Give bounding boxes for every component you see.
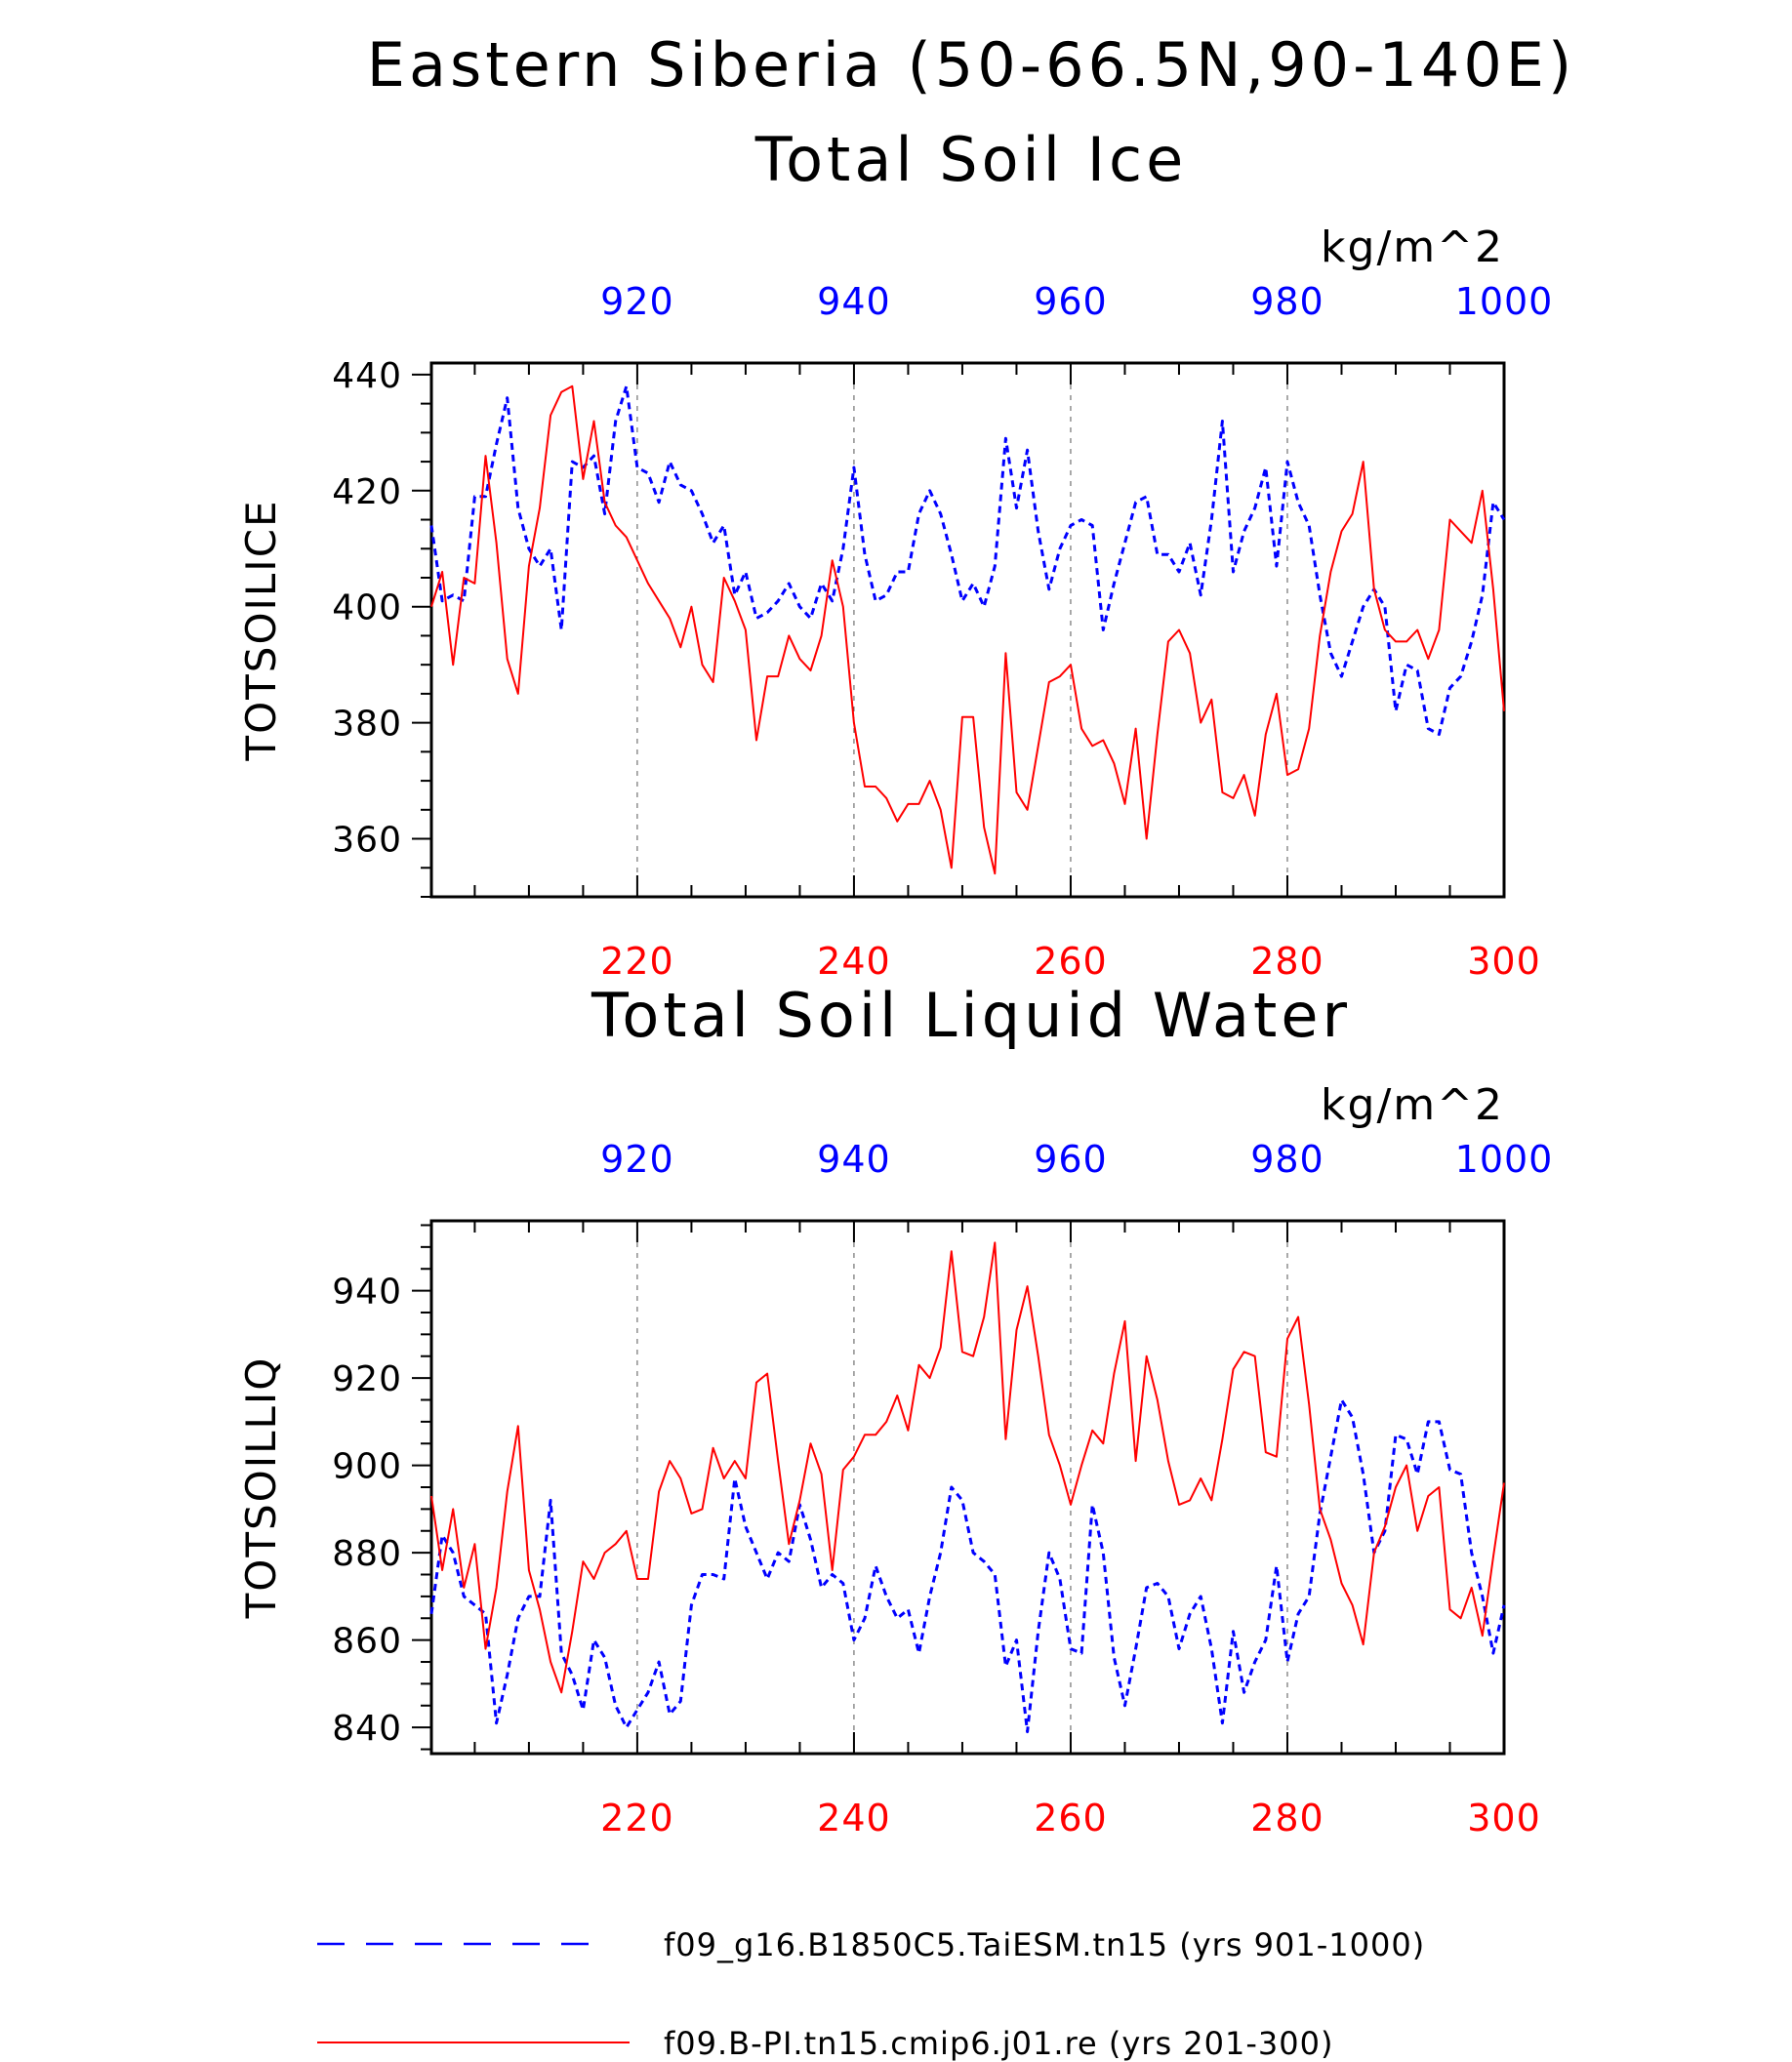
soil-liquid-panel: Total Soil Liquid Water kg/m^2 840 860 880 90…	[237, 980, 1554, 1840]
x-top-tick-label: 960	[1034, 1138, 1108, 1181]
x-top-tick-label: 980	[1250, 1138, 1324, 1181]
x-bottom-tick-label: 220	[600, 940, 674, 983]
series-line-red-solid	[430, 384, 1505, 875]
x-top-tick-label: 920	[600, 280, 674, 323]
y-tick-label: 440	[332, 356, 402, 396]
y-tick-label: 400	[332, 588, 402, 628]
y-tick-label: 900	[332, 1447, 402, 1487]
x-bottom-tick-label: 300	[1467, 940, 1541, 983]
y-axis-label: TOTSOILICE	[237, 499, 285, 761]
panel-title: Total Soil Ice	[754, 124, 1187, 195]
y-tick-label: 860	[332, 1622, 402, 1662]
x-top-tick-label: 940	[817, 280, 891, 323]
series-line-blue-dashed	[429, 384, 1506, 736]
y-tick-label: 420	[332, 472, 402, 512]
plot-frame	[429, 1219, 1506, 1756]
x-bottom-tick-label: 280	[1250, 940, 1324, 983]
y-tick-label: 940	[332, 1273, 402, 1313]
x-bottom-tick-label: 240	[817, 1797, 891, 1840]
y-axis-label: TOTSOILLIQ	[237, 1356, 285, 1620]
x-top-tick-label: 980	[1250, 280, 1324, 323]
x-bottom-tick-label: 240	[817, 940, 891, 983]
units-label: kg/m^2	[1321, 222, 1504, 272]
y-tick-label: 920	[332, 1359, 402, 1399]
x-top-tick-label: 960	[1034, 280, 1108, 323]
legend: f09_g16.B1850C5.TaiESM.tn15 (yrs 901-100…	[317, 1926, 1425, 2062]
legend-label: f09_g16.B1850C5.TaiESM.tn15 (yrs 901-100…	[664, 1926, 1425, 1963]
x-bottom-tick-label: 260	[1034, 940, 1108, 983]
x-bottom-tick-label: 280	[1250, 1797, 1324, 1840]
x-bottom-tick-label: 260	[1034, 1797, 1108, 1840]
series-line-blue-dashed	[429, 1398, 1506, 1734]
series-line-red-solid	[430, 1241, 1505, 1694]
figure-title: Eastern Siberia (50-66.5N,90-140E)	[367, 29, 1575, 101]
panel-title: Total Soil Liquid Water	[591, 980, 1351, 1051]
x-top-tick-label: 920	[600, 1138, 674, 1181]
y-tick-label: 840	[332, 1709, 402, 1749]
soil-ice-panel: Total Soil Ice kg/m^2 360 380 400 420 440 220 24…	[237, 124, 1554, 983]
plot-frame	[429, 361, 1506, 899]
x-top-tick-label: 1000	[1455, 280, 1554, 323]
x-top-tick-label: 1000	[1455, 1138, 1554, 1181]
x-bottom-tick-label: 220	[600, 1797, 674, 1840]
legend-label: f09.B-PI.tn15.cmip6.j01.re (yrs 201-300)	[664, 2025, 1333, 2062]
y-tick-label: 360	[332, 821, 402, 861]
y-tick-label: 880	[332, 1534, 402, 1574]
units-label: kg/m^2	[1321, 1080, 1504, 1130]
x-bottom-tick-label: 300	[1467, 1797, 1541, 1840]
y-tick-label: 380	[332, 705, 402, 745]
x-top-tick-label: 940	[817, 1138, 891, 1181]
